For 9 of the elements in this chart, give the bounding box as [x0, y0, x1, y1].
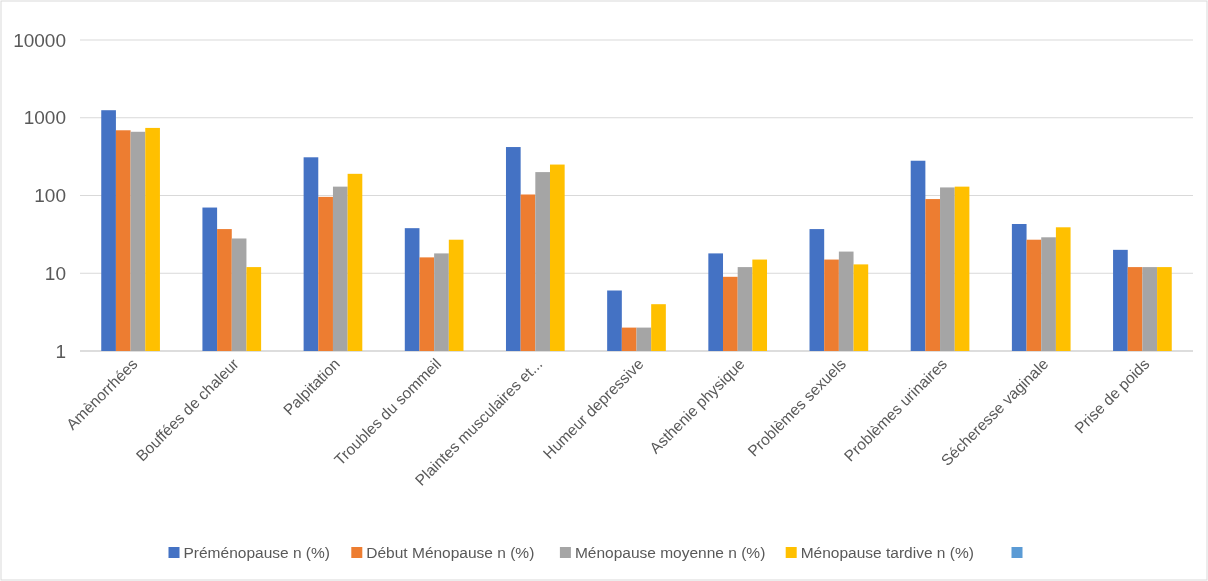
y-tick-label: 10000 [13, 29, 66, 51]
legend-label: Préménopause n (%) [183, 544, 330, 562]
y-tick-label: 1 [55, 340, 66, 362]
legend-label: Début Ménopause n (%) [366, 544, 535, 562]
y-tick-label: 10 [44, 262, 66, 284]
legend-label: Ménopause tardive n (%) [800, 544, 974, 562]
y-tick-label: 1000 [23, 107, 66, 129]
legend-label: Ménopause moyenne n (%) [574, 544, 766, 562]
y-tick-label: 100 [34, 185, 66, 207]
